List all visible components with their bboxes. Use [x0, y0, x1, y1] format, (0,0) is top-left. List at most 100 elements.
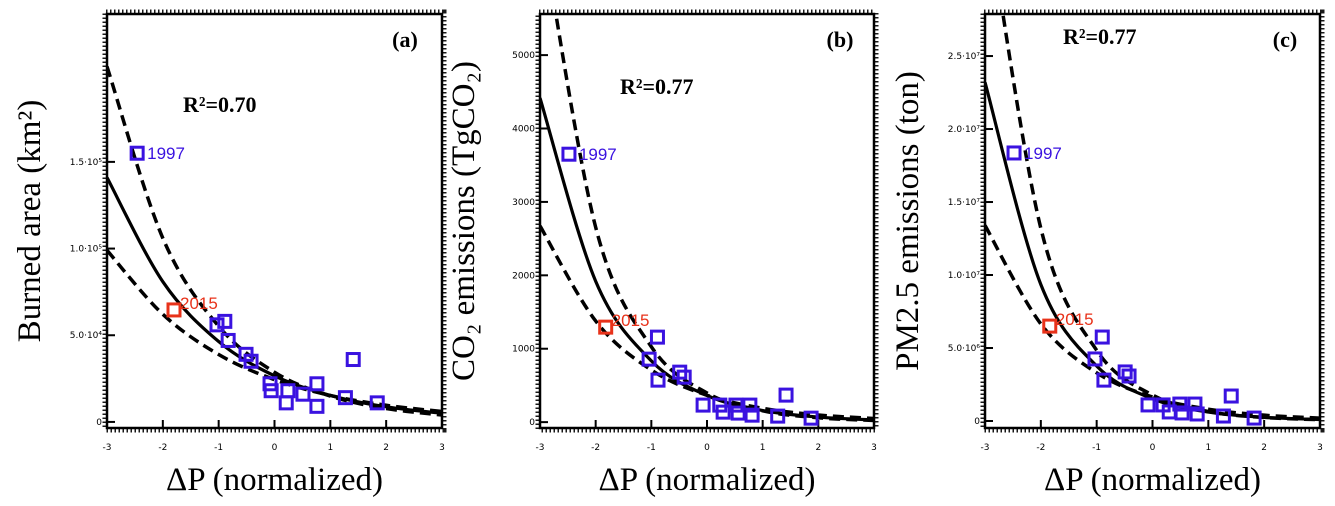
fit-bound [985, 224, 1320, 420]
y-tick-label: 3000 [512, 198, 535, 208]
y-tick-label: 2.5·10⁷ [948, 52, 981, 62]
y-tick-label: 2000 [512, 271, 535, 281]
y-tick-label: 1.5·10⁵ [70, 158, 103, 168]
y-tick-label: 0 [974, 417, 980, 427]
x-tick-label: -1 [647, 443, 656, 453]
data-point [1096, 372, 1112, 388]
x-tick-label: -3 [981, 443, 990, 453]
x-tick-label: 3 [1317, 443, 1323, 453]
data-point [649, 329, 665, 345]
y-tick-label: 1.5·10⁷ [948, 198, 981, 208]
y-tick-label: 1000 [512, 345, 535, 355]
data-point [744, 407, 760, 423]
y-tick-label: 0 [529, 418, 535, 428]
y-axis-title: CO₂ emissions (TgCO₂) [446, 61, 482, 381]
point-label: 1997 [579, 145, 617, 164]
x-tick-label: 2 [383, 443, 389, 453]
fit-curves [985, 14, 1320, 422]
data-point [369, 395, 385, 411]
data-point [1187, 396, 1203, 412]
data-point [1042, 318, 1058, 334]
data-point [770, 408, 786, 424]
data-point [598, 319, 614, 335]
point-label: 2015 [180, 294, 218, 313]
panel: 0 5.0·10⁴ 1.0·10⁵ 1.5·10⁵ -3 -2 -1 0 1 2 3 1997 2015… [12, 9, 447, 498]
data-point [1006, 145, 1022, 161]
data-point [129, 145, 145, 161]
y-tick-label: 5000 [512, 51, 535, 61]
y-tick-label: 1.0·10⁷ [948, 271, 981, 281]
y-tick-label: 5.0·10⁴ [70, 331, 103, 341]
x-tick-label: 1 [760, 443, 766, 453]
x-tick-label: 0 [704, 443, 710, 453]
panel-label: (b) [827, 27, 854, 52]
y-tick-label: 2.0·10⁷ [948, 125, 981, 135]
x-axis-title: ΔP (normalized) [1044, 462, 1261, 498]
x-tick-label: 1 [327, 443, 333, 453]
data-point [778, 387, 794, 403]
x-tick-label: -3 [536, 443, 545, 453]
x-tick-label: -3 [103, 443, 112, 453]
x-axis-title: ΔP (normalized) [598, 462, 815, 498]
x-tick-label: 2 [815, 443, 821, 453]
panel-label: (a) [392, 27, 418, 52]
data-point [309, 376, 325, 392]
data-point [1246, 410, 1262, 426]
data-point [217, 313, 233, 329]
data-point [209, 317, 225, 333]
y-axis-title: PM2.5 emissions (ton) [890, 71, 926, 371]
point-label: 2015 [612, 311, 650, 330]
data-point [1117, 364, 1133, 380]
data-point [1121, 368, 1137, 384]
x-tick-label: 2 [1261, 443, 1267, 453]
point-label: 1997 [147, 144, 185, 163]
data-point [295, 386, 311, 402]
plot-frame [983, 12, 1322, 430]
x-tick-label: 0 [1150, 443, 1156, 453]
data-point [337, 390, 353, 406]
data-point [1215, 408, 1231, 424]
fit-annotation: R²=0.77 [1063, 24, 1137, 49]
x-tick-label: 0 [272, 443, 278, 453]
fit-bound [1001, 14, 1320, 422]
x-tick-label: 3 [871, 443, 877, 453]
data-point [1094, 329, 1110, 345]
x-tick-label: 1 [1205, 443, 1211, 453]
data-point [803, 410, 819, 426]
data-point [695, 397, 711, 413]
y-tick-label: 5.0·10⁶ [948, 344, 981, 354]
y-tick-label: 0 [96, 418, 102, 428]
x-tick-label: -1 [1092, 443, 1101, 453]
point-label: 2015 [1056, 310, 1094, 329]
data-point [730, 405, 746, 421]
data-point [1189, 406, 1205, 422]
x-tick-label: -2 [591, 443, 600, 453]
plot-frame [538, 12, 876, 430]
panel: 0 1000 2000 3000 4000 5000 -3 -2 -1 0 1 2 3 1997 2015 R… [446, 9, 879, 498]
x-tick-label: 3 [439, 443, 445, 453]
data-point [345, 352, 361, 368]
data-point [728, 397, 744, 413]
data-point [220, 332, 236, 348]
y-tick-label: 4000 [512, 125, 535, 135]
fit-annotation: R²=0.70 [183, 92, 257, 117]
data-point [1087, 351, 1103, 367]
data-point [742, 397, 758, 413]
x-axis-title: ΔP (normalized) [166, 462, 383, 498]
data-point [1140, 397, 1156, 413]
point-label: 1997 [1024, 144, 1062, 163]
y-axis-title: Burned area (km²) [12, 100, 48, 343]
x-tick-label: -2 [158, 443, 167, 453]
fit-annotation: R²=0.77 [620, 74, 694, 99]
panel: 0 5.0·10⁶ 1.0·10⁷ 1.5·10⁷ 2.0·10⁷ 2.5·10⁷ -3 -2… [890, 9, 1325, 498]
data-point [1172, 396, 1188, 412]
data-point [1223, 388, 1239, 404]
data-point [1174, 405, 1190, 421]
data-point [309, 398, 325, 414]
data-point [561, 146, 577, 162]
data-point [278, 395, 294, 411]
data-point [243, 353, 259, 369]
x-tick-label: -1 [214, 443, 223, 453]
panel-label: (c) [1273, 27, 1297, 52]
